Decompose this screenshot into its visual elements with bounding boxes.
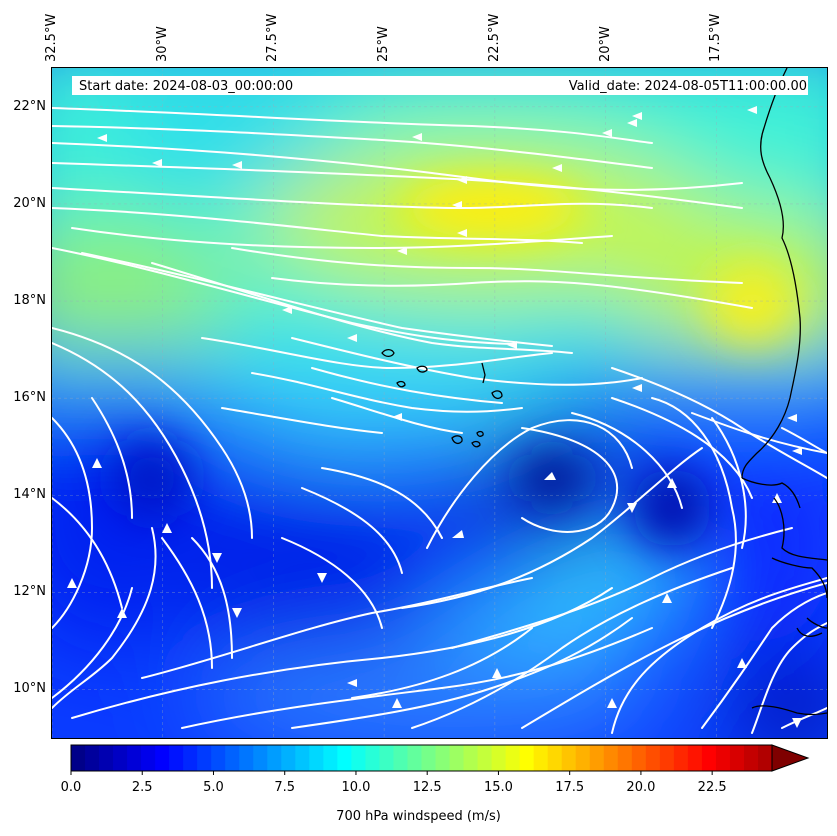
colorbar-tick-label: 20.0 xyxy=(626,780,656,795)
colorbar-cell xyxy=(309,745,324,771)
colorbar-cell xyxy=(743,745,759,771)
colorbar-cell xyxy=(393,745,409,771)
longitude-tick-label: 30°W xyxy=(154,26,170,62)
colorbar-cell xyxy=(197,745,212,771)
colorbar-cell xyxy=(729,745,745,771)
latitude-tick-label: 18°N xyxy=(13,293,46,309)
colorbar-cell xyxy=(715,745,731,771)
colorbar-cell xyxy=(113,745,128,771)
colorbar-cell xyxy=(155,745,170,771)
colorbar-cell xyxy=(449,745,465,771)
colorbar-tick-label: 22.5 xyxy=(697,780,727,795)
colorbar-cell xyxy=(435,745,451,771)
colorbar-cell xyxy=(575,745,591,771)
colorbar-tick-label: 7.5 xyxy=(274,780,296,795)
longitude-tick-label: 22.5°W xyxy=(486,13,502,62)
colorbar-cell xyxy=(533,745,549,771)
longitude-tick-label: 27.5°W xyxy=(265,13,281,62)
colorbar-cell xyxy=(225,745,240,771)
latitude-tick-label: 20°N xyxy=(13,195,46,211)
colorbar-cell xyxy=(211,745,226,771)
colorbar-cell xyxy=(631,745,647,771)
colorbar-cell xyxy=(85,745,100,771)
colorbar-cell xyxy=(561,745,577,771)
colorbar-cell xyxy=(463,745,479,771)
colorbar-cell xyxy=(491,745,507,771)
latitude-tick-label: 14°N xyxy=(13,487,46,503)
colorbar-cell xyxy=(477,745,493,771)
colorbar-tick-label: 12.5 xyxy=(412,780,442,795)
colorbar-cell xyxy=(267,745,282,771)
colorbar-cell xyxy=(141,745,156,771)
colorbar-cell xyxy=(617,745,633,771)
colorbar-tick-label: 15.0 xyxy=(483,780,513,795)
colorbar-tick-label: 10.0 xyxy=(341,780,371,795)
header-box xyxy=(72,76,808,95)
colorbar-cell xyxy=(659,745,675,771)
colorbar-outline xyxy=(70,744,773,772)
colorbar-label: 700 hPa windspeed (m/s) xyxy=(336,809,501,824)
latitude-tick-label: 10°N xyxy=(13,681,46,697)
longitude-tick-label: 25°W xyxy=(376,26,392,62)
colorbar-cell xyxy=(589,745,605,771)
latitude-tick-label: 22°N xyxy=(13,98,46,114)
colorbar-tick-label: 2.5 xyxy=(131,780,153,795)
colorbar-tick-label: 5.0 xyxy=(203,780,224,795)
colorbar-cell xyxy=(239,745,254,771)
windspeed-field xyxy=(52,68,827,738)
colorbar-cell xyxy=(253,745,268,771)
valid-date-label: Valid_date: 2024-08-05T11:00:00.00 xyxy=(568,79,807,94)
colorbar-cell xyxy=(407,745,423,771)
longitude-tick-label: 17.5°W xyxy=(708,13,724,62)
latitude-tick-label: 12°N xyxy=(13,584,46,600)
latitude-tick-label: 16°N xyxy=(13,390,46,406)
colorbar-cell xyxy=(337,745,352,771)
wind-map xyxy=(51,67,828,739)
longitude-tick-label: 32.5°W xyxy=(44,13,59,62)
colorbar-cell xyxy=(757,745,773,771)
streamline-arrows xyxy=(67,106,802,728)
colorbar-cell xyxy=(701,745,717,771)
colorbar xyxy=(70,744,810,775)
colorbar-cell xyxy=(547,745,563,771)
colorbar-cell xyxy=(519,745,535,771)
colorbar-cell xyxy=(421,745,437,771)
colorbar-cell xyxy=(323,745,338,771)
colorbar-cell xyxy=(645,745,661,771)
colorbar-cell xyxy=(351,745,367,771)
colorbar-cell xyxy=(603,745,619,771)
coastlines xyxy=(381,68,827,716)
streamlines xyxy=(52,107,827,734)
colorbar-cell xyxy=(379,745,395,771)
start-date-label: Start date: 2024-08-03_00:00:00 xyxy=(79,79,294,94)
colorbar-tick-marks xyxy=(70,771,713,775)
colorbar-cell xyxy=(99,745,114,771)
colorbar-cell xyxy=(673,745,689,771)
colorbar-cell xyxy=(295,745,310,771)
map-gridlines xyxy=(52,68,827,738)
colorbar-tick-label: 17.5 xyxy=(555,780,585,795)
colorbar-cell xyxy=(687,745,703,771)
colorbar-cell xyxy=(127,745,142,771)
colorbar-cells xyxy=(71,744,810,772)
longitude-tick-label: 20°W xyxy=(597,26,613,62)
colorbar-cell xyxy=(71,745,86,771)
colorbar-cell xyxy=(169,745,184,771)
colorbar-cell xyxy=(183,745,198,771)
colorbar-cell xyxy=(365,745,381,771)
colorbar-extend-arrow xyxy=(771,744,810,772)
wind-map-canvas xyxy=(52,68,827,738)
colorbar-cell xyxy=(281,745,296,771)
colorbar-tick-label: 0.0 xyxy=(60,780,82,795)
colorbar-cell xyxy=(505,745,521,771)
